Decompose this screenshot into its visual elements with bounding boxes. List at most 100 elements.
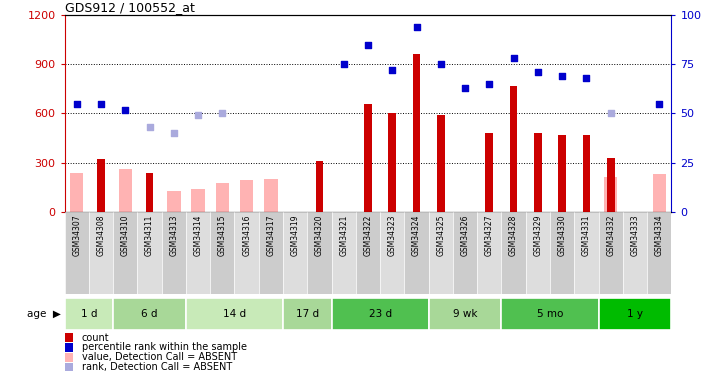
Text: age  ▶: age ▶ [27, 309, 61, 319]
Text: 9 wk: 9 wk [453, 309, 477, 319]
Text: GSM34326: GSM34326 [460, 214, 470, 256]
Point [119, 106, 131, 112]
Text: GSM34308: GSM34308 [96, 214, 106, 256]
Text: GSM34324: GSM34324 [412, 214, 421, 256]
Text: GSM34319: GSM34319 [291, 214, 299, 256]
Text: GDS912 / 100552_at: GDS912 / 100552_at [65, 1, 195, 14]
Text: value, Detection Call = ABSENT: value, Detection Call = ABSENT [82, 352, 237, 362]
Bar [113, 298, 186, 330]
Point [483, 81, 495, 87]
Bar [485, 133, 493, 212]
Bar [501, 298, 599, 330]
Text: GSM34331: GSM34331 [582, 214, 591, 256]
Bar [388, 113, 396, 212]
Bar [240, 180, 253, 212]
Bar [167, 190, 180, 212]
Text: GSM34330: GSM34330 [558, 214, 567, 256]
Bar [65, 298, 113, 330]
Text: GSM34307: GSM34307 [73, 214, 81, 256]
Bar [599, 212, 623, 294]
Bar [89, 212, 113, 294]
Point [605, 110, 616, 116]
Bar [364, 104, 372, 212]
Text: GSM34327: GSM34327 [485, 214, 494, 256]
Text: count: count [82, 333, 109, 343]
Text: GSM34311: GSM34311 [145, 214, 154, 256]
Bar [550, 212, 574, 294]
Point [581, 75, 592, 81]
Text: GSM34317: GSM34317 [266, 214, 276, 256]
Bar [404, 212, 429, 294]
Bar [258, 212, 283, 294]
Text: GSM34316: GSM34316 [242, 214, 251, 256]
Bar [437, 115, 444, 212]
Text: 5 mo: 5 mo [537, 309, 563, 319]
Bar [186, 298, 283, 330]
Bar [332, 298, 429, 330]
Bar [307, 212, 332, 294]
Text: GSM34329: GSM34329 [533, 214, 542, 256]
Text: GSM34310: GSM34310 [121, 214, 130, 256]
Text: GSM34323: GSM34323 [388, 214, 397, 256]
Point [508, 56, 519, 62]
Text: GSM34322: GSM34322 [363, 214, 373, 256]
Bar [113, 212, 137, 294]
Bar [70, 173, 83, 212]
Point [556, 73, 568, 79]
Bar [315, 161, 323, 212]
Text: rank, Detection Call = ABSENT: rank, Detection Call = ABSENT [82, 362, 232, 372]
Text: percentile rank within the sample: percentile rank within the sample [82, 342, 247, 352]
Bar [264, 179, 278, 212]
Text: GSM34321: GSM34321 [339, 214, 348, 256]
Point [338, 61, 350, 67]
Point [71, 100, 83, 106]
Bar [653, 174, 666, 212]
Bar [604, 177, 617, 212]
Bar [582, 135, 590, 212]
Text: GSM34332: GSM34332 [606, 214, 615, 256]
Bar [210, 212, 235, 294]
Bar [137, 212, 162, 294]
Point [653, 100, 665, 106]
Bar [558, 135, 566, 212]
Bar [162, 212, 186, 294]
Bar [429, 212, 453, 294]
Bar [356, 212, 380, 294]
Bar [607, 158, 615, 212]
Text: GSM34320: GSM34320 [315, 214, 324, 256]
Point [411, 24, 422, 30]
Bar [332, 212, 356, 294]
Point [386, 67, 398, 73]
Bar [429, 298, 501, 330]
Point [362, 42, 373, 48]
Text: 23 d: 23 d [368, 309, 392, 319]
Bar [192, 189, 205, 212]
Text: 6 d: 6 d [141, 309, 158, 319]
Bar [574, 212, 599, 294]
Bar [453, 212, 477, 294]
Point [95, 100, 107, 106]
Point [217, 110, 228, 116]
Bar [65, 212, 89, 294]
Bar [477, 212, 501, 294]
Bar [146, 172, 154, 212]
Bar [283, 212, 307, 294]
Bar [97, 159, 105, 212]
Bar [510, 86, 518, 212]
Bar [283, 298, 332, 330]
Text: 1 y: 1 y [627, 309, 643, 319]
Text: GSM34314: GSM34314 [194, 214, 202, 256]
Bar [623, 212, 647, 294]
Point [460, 85, 471, 91]
Text: GSM34334: GSM34334 [655, 214, 663, 256]
Text: 17 d: 17 d [296, 309, 319, 319]
Text: 14 d: 14 d [223, 309, 246, 319]
Bar [534, 133, 542, 212]
Bar [647, 212, 671, 294]
Bar [413, 54, 421, 212]
Bar [186, 212, 210, 294]
Point [532, 69, 544, 75]
Bar [215, 183, 229, 212]
Bar [380, 212, 404, 294]
Text: GSM34325: GSM34325 [437, 214, 445, 256]
